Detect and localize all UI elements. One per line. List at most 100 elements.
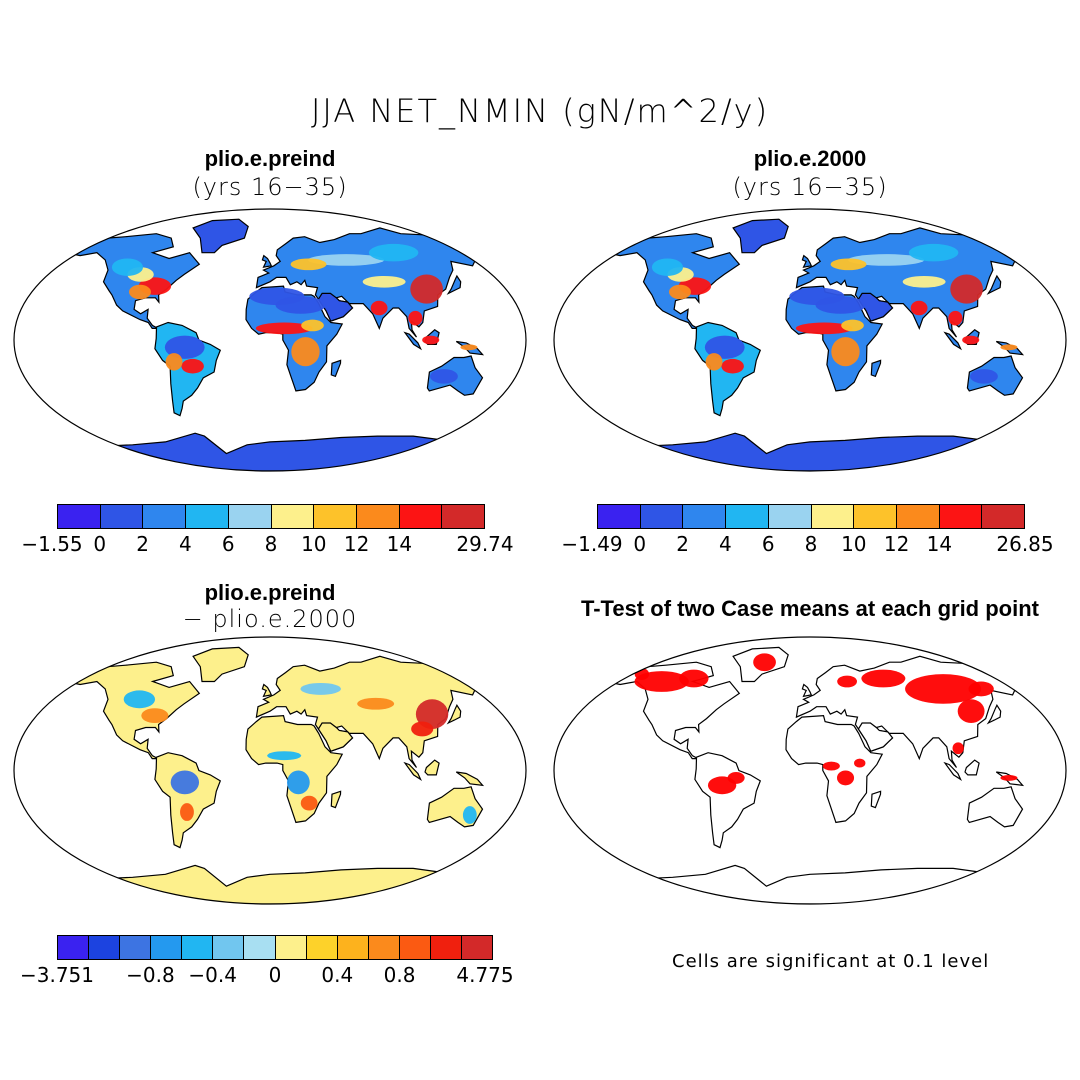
continent-south-america [154, 752, 222, 849]
value-region [165, 353, 183, 371]
continent-madagascar [330, 359, 342, 378]
colorbar-tick-label: 14 [386, 532, 413, 556]
panel1-subtitle: (yrs 16−35) [192, 173, 348, 201]
value-region [837, 675, 857, 688]
value-region [300, 795, 318, 811]
value-region [705, 353, 723, 371]
colorbar-tick-label: 2 [136, 532, 149, 556]
panel3-subtitle: − plio.e.2000 [182, 605, 358, 633]
colorbar-swatch [271, 505, 315, 528]
colorbar-swatch [598, 505, 641, 528]
colorbar-tick-label: 12 [883, 532, 910, 556]
continent-north-america [65, 233, 201, 329]
continent-new-guinea [455, 771, 485, 787]
continent-arabia [317, 722, 354, 752]
colorbar-swatch [337, 936, 369, 959]
value-region [836, 770, 855, 786]
value-region [1000, 344, 1018, 351]
value-region [430, 369, 458, 384]
continent-britain [261, 683, 273, 698]
significance-note: Cells are significant at 0.1 level [672, 951, 990, 972]
continent-south-america [694, 752, 762, 849]
colorbar-swatch [213, 936, 245, 959]
figure-title: JJA NET_NMIN (gN/m^2/y) [310, 92, 770, 130]
colorbar-tick-label: 6 [221, 532, 235, 556]
value-region [411, 721, 434, 737]
colorbar-swatch [768, 505, 812, 528]
colorbar-swatch [462, 936, 493, 959]
continent-antarctica [592, 864, 1030, 904]
colorbar-min-label: −3.751 [19, 963, 95, 987]
continent-africa [245, 714, 344, 824]
colorbar-max-label: 29.74 [456, 532, 514, 556]
continent-britain [801, 254, 813, 268]
colorbar-tick-label: −0.8 [126, 963, 175, 987]
panel2-title: plio.e.2000 [753, 146, 867, 171]
value-region [830, 258, 867, 271]
value-region [415, 699, 449, 729]
value-region [180, 803, 194, 821]
continent-north-america [605, 233, 741, 329]
colorbar-min-label: −1.49 [561, 532, 623, 556]
value-region [822, 761, 840, 771]
map-panel-difference [13, 636, 527, 905]
continent-greenland [192, 218, 249, 254]
value-region [368, 243, 419, 262]
continent-madagascar [870, 359, 882, 378]
continent-japan [986, 274, 1002, 295]
continent-antarctica [592, 432, 1030, 471]
continent-sumatra [403, 761, 422, 782]
colorbar-swatch [275, 936, 307, 959]
colorbar-min-label: −1.55 [21, 532, 83, 556]
colorbar-swatch [244, 936, 276, 959]
colorbar-tick-label: 10 [301, 532, 327, 556]
value-region [727, 771, 745, 784]
value-region [910, 300, 928, 316]
colorbar-swatch [306, 936, 338, 959]
continent-arabia [857, 292, 894, 322]
colorbar-swatch [430, 936, 463, 959]
value-region [651, 258, 684, 276]
map-panel-preind [13, 208, 527, 472]
value-region [111, 258, 144, 276]
colorbar-swatch [640, 505, 684, 528]
value-region [952, 742, 964, 755]
value-region [255, 322, 313, 335]
value-region [275, 296, 326, 314]
value-region [129, 284, 151, 300]
colorbar-swatch [399, 505, 443, 528]
colorbar-tick-label: 4 [719, 532, 732, 556]
colorbar-swatch [399, 936, 431, 959]
value-region [170, 770, 200, 795]
colorbar-swatch [896, 505, 940, 528]
value-region [950, 274, 983, 304]
continent-antarctica [52, 864, 490, 904]
colorbar-tick-label: 0.8 [383, 963, 416, 987]
value-region [462, 806, 477, 824]
colorbar-max-label: 4.775 [456, 963, 514, 987]
colorbar-max-label: 26.85 [996, 532, 1054, 556]
continent-borneo [424, 759, 440, 776]
colorbar-swatch [100, 505, 144, 528]
value-region [968, 681, 994, 697]
colorbar-swatch [368, 936, 400, 959]
colorbar-swatch [120, 936, 152, 959]
value-region [902, 275, 946, 288]
continent-madagascar [870, 790, 882, 809]
colorbar-swatch [58, 936, 90, 959]
panel3-title: plio.e.preind [204, 580, 336, 605]
colorbar-swatch [186, 505, 229, 528]
colorbar-tick-label: 0 [633, 532, 647, 556]
continent-borneo [964, 759, 980, 776]
value-region [679, 669, 709, 688]
colorbar-swatch [228, 505, 272, 528]
value-region [848, 254, 925, 266]
continent-britain [261, 254, 273, 268]
value-region [300, 682, 341, 695]
value-region [1000, 774, 1018, 781]
colorbar-swatch [811, 505, 855, 528]
value-region [357, 697, 395, 710]
colorbar-swatch [854, 505, 897, 528]
colorbar-tick-label: 4 [179, 532, 192, 556]
value-region [287, 770, 310, 795]
